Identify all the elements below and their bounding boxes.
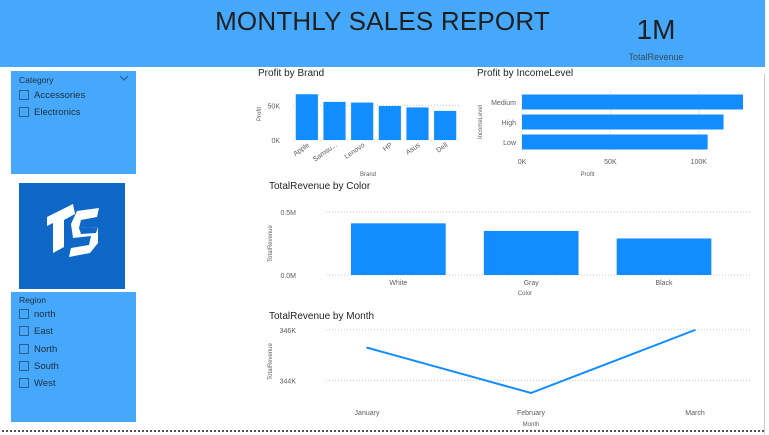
region-option-north[interactable]: North	[19, 343, 57, 355]
bar	[616, 238, 712, 275]
bar	[323, 101, 346, 140]
revenue-by-color-title: TotalRevenue by Color	[269, 181, 371, 192]
kpi-card-value: 1M	[636, 14, 676, 45]
x-tick-label: February	[517, 410, 546, 417]
y-axis-label: TotalRevenue	[268, 342, 274, 379]
y-tick-label: Medium	[491, 100, 516, 107]
region-option-label: north	[34, 308, 56, 320]
category-option-label: Electronics	[34, 106, 81, 118]
region-option-label: East	[34, 325, 54, 337]
x-tick-label: Gray	[524, 280, 540, 287]
region-option-east[interactable]: East	[19, 325, 53, 337]
x-tick-label: Samsu...	[312, 142, 339, 164]
y-tick-label: 344K	[280, 378, 297, 385]
x-tick-label: Apple	[292, 142, 311, 158]
x-tick-label: 0K	[518, 159, 527, 166]
series-line	[366, 329, 696, 395]
report-title: MONTHLY SALES REPORT	[215, 6, 550, 36]
x-axis-label: Month	[523, 422, 540, 428]
category-option-accessories[interactable]: Accessories	[19, 89, 85, 101]
y-tick-label: Low	[503, 140, 517, 147]
company-logo	[19, 183, 125, 289]
y-tick-label: 0.5M	[280, 210, 296, 217]
bar	[522, 134, 708, 150]
x-tick-label: 100K	[691, 159, 708, 166]
x-tick-label: Asus	[405, 142, 422, 157]
checkbox[interactable]	[19, 361, 29, 371]
x-tick-label: White	[389, 280, 407, 287]
profit-by-income-chart[interactable]: 0K 50K 100K Medium High Low IncomeLevel Profit	[476, 82, 751, 182]
x-tick-label: Dell	[435, 142, 449, 155]
x-tick-label: March	[685, 410, 705, 417]
y-tick-label: 50K	[268, 103, 281, 110]
revenue-by-month-title: TotalRevenue by Month	[269, 311, 375, 322]
x-tick-label: Black	[655, 280, 673, 287]
y-tick-label: 346K	[280, 328, 297, 335]
y-tick-label: High	[502, 120, 517, 127]
region-option-south[interactable]: South	[19, 360, 59, 372]
canvas-edge	[764, 74, 765, 434]
y-axis-label: IncomeLevel	[478, 105, 484, 139]
checkbox[interactable]	[19, 378, 29, 388]
region-option-label: West	[34, 377, 56, 389]
bar	[378, 106, 401, 140]
x-tick-label: January	[355, 410, 380, 417]
bar	[295, 94, 318, 140]
x-tick-label: HP	[382, 142, 394, 154]
bar	[483, 230, 579, 275]
y-tick-label: 0K	[271, 138, 280, 145]
region-slicer-title: Region	[19, 295, 46, 305]
bar	[351, 102, 374, 140]
chevron-down-icon[interactable]	[119, 74, 129, 82]
data-point	[694, 329, 696, 331]
profit-by-brand-chart[interactable]: 0K 50K Apple Samsu... Lenovo HP Asus Dell Profit…	[255, 82, 465, 182]
region-option-north-lower[interactable]: north	[19, 308, 56, 320]
data-point	[530, 392, 532, 394]
x-axis-label: Brand	[360, 172, 376, 178]
x-tick-label: 50K	[604, 159, 617, 166]
region-option-label: North	[34, 343, 58, 355]
report-header: MONTHLY SALES REPORT 1M TotalRevenue	[0, 0, 765, 67]
checkbox[interactable]	[19, 344, 29, 354]
page-divider	[2, 430, 764, 432]
y-tick-label: 0.0M	[280, 273, 296, 280]
bar	[351, 223, 446, 275]
region-option-label: South	[34, 360, 59, 372]
y-axis-label: TotalRevenue	[268, 224, 274, 261]
bar	[406, 107, 429, 140]
revenue-by-month-chart[interactable]: 344K 346K January February March TotalRevenue…	[264, 320, 754, 430]
bar	[522, 114, 724, 130]
checkbox[interactable]	[19, 309, 29, 319]
category-option-electronics[interactable]: Electronics	[19, 106, 80, 118]
y-axis-label: Profit	[257, 107, 263, 121]
category-slicer: Category Accessories Electronics	[11, 71, 136, 174]
kpi-card-label: TotalRevenue	[628, 52, 684, 62]
bar	[522, 94, 743, 110]
data-point	[366, 346, 368, 349]
ts-logo-icon	[47, 204, 99, 257]
checkbox[interactable]	[19, 326, 29, 336]
revenue-by-color-chart[interactable]: 0.0M 0.5M White Gray Black TotalRevenue Color	[264, 194, 754, 304]
checkbox[interactable]	[19, 90, 29, 100]
x-axis-label: Color	[518, 291, 532, 297]
x-axis-label: Profit	[580, 172, 594, 178]
region-slicer: Region north East North South West	[11, 292, 136, 422]
profit-by-brand-title: Profit by Brand	[258, 68, 325, 79]
bar	[434, 110, 457, 140]
category-slicer-title: Category	[19, 75, 54, 85]
region-option-west[interactable]: West	[19, 377, 55, 389]
category-option-label: Accessories	[34, 89, 86, 101]
x-tick-label: Lenovo	[343, 142, 366, 161]
checkbox[interactable]	[19, 107, 29, 117]
profit-by-income-title: Profit by IncomeLevel	[477, 68, 574, 79]
